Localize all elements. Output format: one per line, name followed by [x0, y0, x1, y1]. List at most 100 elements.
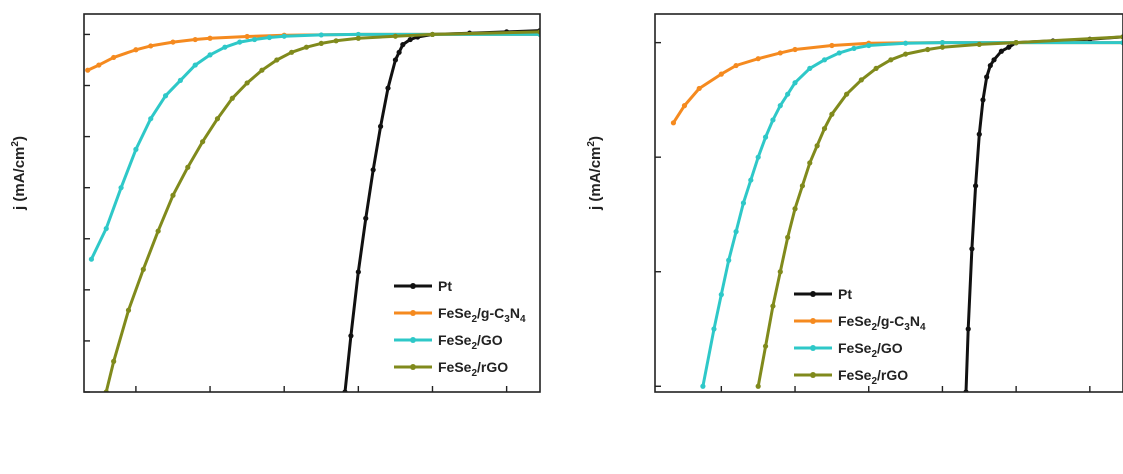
- data-point: [281, 33, 287, 39]
- data-point: [821, 57, 828, 63]
- series-line: [89, 32, 540, 261]
- data-point: [229, 95, 235, 101]
- data-point: [726, 257, 732, 263]
- data-point: [177, 77, 183, 84]
- plot-frame: [83, 13, 541, 393]
- data-point: [902, 51, 909, 57]
- data-point: [748, 177, 754, 183]
- data-point: [836, 50, 842, 56]
- legend-label: FeSe2​/rGO: [438, 359, 508, 379]
- data-point: [133, 47, 139, 53]
- data-point: [858, 77, 864, 83]
- data-point: [976, 131, 982, 137]
- data-point: [140, 266, 146, 273]
- data-point: [829, 111, 835, 117]
- series-line: [964, 35, 1123, 392]
- data-point: [733, 229, 739, 235]
- data-point: [214, 116, 221, 122]
- legend-marker: [410, 310, 416, 316]
- data-point: [318, 32, 324, 38]
- data-point: [807, 65, 813, 72]
- data-point: [976, 41, 982, 47]
- data-point: [681, 103, 688, 109]
- data-point: [925, 46, 931, 53]
- series-4: [755, 34, 1123, 389]
- series-3: [88, 31, 540, 262]
- legend: Pt FeSe2​/g-C3​N4​ FeSe2​/GO FeSe2​/rGO: [394, 278, 526, 379]
- data-point: [348, 333, 354, 339]
- data-point: [792, 80, 798, 86]
- data-point: [755, 383, 761, 389]
- data-point: [148, 116, 154, 122]
- series-2: [670, 40, 1123, 126]
- data-point: [207, 52, 213, 58]
- legend-marker: [810, 345, 816, 351]
- data-point: [785, 91, 791, 97]
- legend-label: FeSe2​/GO: [838, 340, 903, 360]
- data-point: [829, 42, 835, 49]
- data-point: [429, 31, 436, 38]
- data-point: [807, 160, 813, 166]
- chart-panel-2: j (mA/cm2​) Pt FeSe2​/g-C3​N4​ FeSe2​/GO FeS…: [586, 13, 1123, 393]
- series-3: [700, 40, 1123, 389]
- series-1: [963, 34, 1123, 392]
- legend-label: FeSe2​/g-C3​N4​: [838, 313, 926, 333]
- data-point: [984, 74, 990, 80]
- legend-marker: [810, 291, 816, 297]
- data-point: [396, 49, 402, 55]
- data-point: [355, 31, 361, 38]
- data-point: [244, 33, 250, 40]
- data-point: [111, 358, 117, 364]
- data-point: [392, 57, 399, 63]
- data-point: [207, 35, 213, 41]
- data-point: [792, 46, 798, 53]
- data-point: [718, 71, 724, 77]
- data-point: [799, 183, 806, 189]
- data-point: [259, 67, 265, 73]
- legend-label: Pt: [838, 286, 852, 302]
- data-point: [711, 326, 717, 332]
- legend-label: FeSe2​/rGO: [838, 367, 908, 387]
- data-point: [755, 154, 761, 160]
- data-point: [355, 35, 361, 41]
- legend-label: Pt: [438, 278, 452, 294]
- data-point: [103, 225, 109, 232]
- data-point: [162, 93, 169, 99]
- data-point: [251, 36, 258, 43]
- data-point: [777, 103, 783, 109]
- data-point: [762, 134, 769, 140]
- plot-frame: [654, 13, 1123, 393]
- data-point: [392, 33, 399, 39]
- data-point: [266, 34, 272, 41]
- legend-marker: [410, 337, 416, 343]
- chart-panel-1: j (mA/cm2​) Pt FeSe2​/g-C3​N4​ FeSe2​/GO FeS…: [10, 13, 541, 393]
- series-2: [85, 31, 540, 73]
- data-point: [1013, 40, 1019, 46]
- data-point: [844, 91, 850, 97]
- data-point: [125, 307, 132, 313]
- data-point: [377, 123, 384, 129]
- data-point: [237, 39, 243, 45]
- data-point: [700, 383, 706, 389]
- legend-label: FeSe2​/GO: [438, 332, 503, 352]
- data-point: [814, 143, 820, 149]
- legend: Pt FeSe2​/g-C3​N4​ FeSe2​/GO FeSe2​/rGO: [794, 286, 926, 387]
- data-point: [733, 62, 739, 69]
- data-point: [991, 57, 997, 63]
- data-point: [770, 117, 776, 123]
- data-point: [192, 62, 198, 68]
- data-point: [400, 42, 406, 48]
- legend-label: FeSe2​/g-C3​N4​: [438, 305, 526, 325]
- data-point: [111, 54, 117, 61]
- data-point: [670, 120, 677, 126]
- data-point: [777, 50, 783, 56]
- y-axis-label: j (mA/cm2​): [586, 136, 604, 211]
- data-point: [740, 200, 747, 206]
- data-point: [792, 206, 798, 212]
- y-axis-label: j (mA/cm2​): [10, 136, 28, 211]
- series-line: [104, 30, 540, 392]
- legend-marker: [410, 283, 416, 289]
- data-point: [148, 43, 154, 49]
- legend-marker: [810, 372, 816, 378]
- data-point: [777, 269, 783, 275]
